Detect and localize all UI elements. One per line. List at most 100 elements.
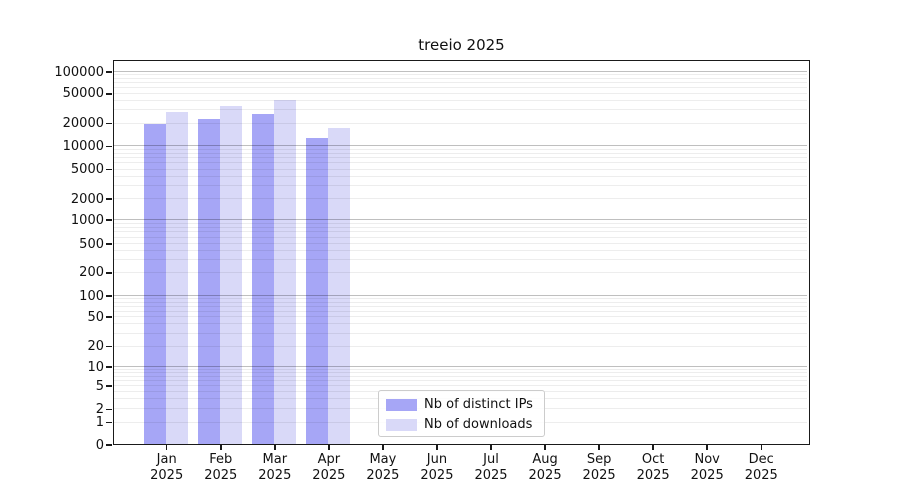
y-tick-mark [106, 366, 112, 368]
y-tick-mark [106, 272, 112, 274]
x-tick-mark [165, 445, 168, 450]
gridline-minor [112, 345, 807, 347]
gridline-minor [112, 92, 807, 94]
bar-nb-of-downloads-feb [220, 106, 243, 445]
x-tick-mark [436, 445, 438, 450]
plot-area [112, 59, 810, 445]
gridline-minor [112, 243, 807, 245]
gridline-minor [112, 298, 807, 300]
x-tick-label-may: May 2025 [366, 452, 400, 483]
y-tick-mark [106, 385, 112, 387]
gridline-major [112, 71, 807, 72]
bar-nb-of-downloads-mar [274, 99, 297, 445]
x-tick-label-jul: Jul 2025 [474, 452, 508, 483]
y-tick-label-1: 1 [95, 415, 104, 430]
x-tick-mark [490, 445, 492, 450]
x-tick-label-feb: Feb 2025 [204, 452, 238, 483]
x-tick-mark [652, 445, 654, 450]
y-tick-label-0: 0 [95, 437, 104, 453]
gridline-minor [112, 152, 807, 154]
gridline-minor [112, 372, 807, 374]
y-tick-label-100: 100 [79, 288, 104, 304]
gridline-minor [112, 100, 807, 102]
y-tick-mark [106, 168, 112, 171]
y-tick-label-20000: 20000 [62, 116, 104, 132]
bar-nb-of-distinct-ips-jan [144, 123, 167, 445]
y-tick-mark [106, 198, 112, 200]
y-tick-mark [106, 408, 112, 411]
gridline-major [112, 145, 807, 147]
y-tick-label-20: 20 [87, 339, 104, 354]
x-tick-label-aug: Aug 2025 [528, 452, 562, 483]
bars-layer [113, 59, 807, 445]
gridline-major [112, 219, 807, 220]
bar-nb-of-distinct-ips-apr [306, 138, 329, 445]
y-tick-mark [106, 444, 112, 446]
gridline-minor [112, 122, 807, 124]
y-tick-mark [106, 243, 112, 245]
plot-inner [112, 59, 807, 445]
y-tick-label-50: 50 [87, 309, 104, 325]
gridline-minor [112, 157, 807, 159]
y-tick-label-2000: 2000 [70, 191, 104, 207]
legend-row-downloads: Nb of downloads [386, 417, 536, 433]
grid-layer [112, 59, 807, 442]
bar-nb-of-downloads-jan [166, 111, 189, 445]
y-tick-mark [106, 316, 112, 318]
gridline-major [112, 295, 807, 296]
bar-nb-of-distinct-ips-feb [198, 119, 221, 445]
bar-nb-of-distinct-ips-mar [252, 113, 275, 445]
x-tick-mark [382, 445, 384, 450]
gridline-minor [112, 305, 807, 307]
chart-title: treeio 2025 [418, 36, 505, 54]
legend-swatch-distinct-ips [386, 399, 417, 411]
gridline-major [112, 366, 807, 368]
x-tick-mark [598, 445, 600, 450]
x-tick-mark [274, 445, 276, 450]
gridline-minor [112, 148, 807, 150]
x-tick-label-sep: Sep 2025 [582, 452, 616, 483]
y-tick-label-2: 2 [95, 401, 104, 417]
y-tick-label-10: 10 [87, 359, 104, 375]
gridline-minor [112, 236, 807, 238]
gridline-minor [112, 198, 807, 200]
y-tick-mark [106, 93, 112, 95]
gridline-minor [112, 78, 807, 80]
gridline-minor [112, 185, 807, 187]
gridline-minor [112, 109, 807, 111]
gridline-minor [112, 226, 807, 228]
gridline-minor [112, 271, 807, 273]
y-tick-mark [106, 145, 112, 148]
legend-swatch-downloads [386, 419, 417, 431]
legend: Nb of distinct IPs Nb of downloads [378, 389, 545, 437]
gridline-minor [112, 385, 807, 387]
y-tick-label-500: 500 [79, 236, 104, 252]
legend-label-distinct-ips: Nb of distinct IPs [424, 397, 533, 412]
x-tick-label-dec: Dec 2025 [744, 452, 778, 483]
gridline-minor [112, 316, 807, 318]
y-tick-mark [106, 295, 112, 297]
gridline-minor [112, 82, 807, 84]
gridline-minor [112, 380, 807, 382]
legend-label-downloads: Nb of downloads [424, 417, 533, 432]
x-tick-label-jun: Jun 2025 [420, 452, 454, 483]
x-tick-mark [544, 445, 546, 450]
y-tick-label-50000: 50000 [62, 86, 104, 102]
y-tick-label-200: 200 [79, 265, 104, 281]
gridline-minor [112, 175, 807, 177]
x-tick-label-apr: Apr 2025 [312, 452, 346, 483]
y-tick-label-5: 5 [95, 378, 104, 394]
gridline-minor [112, 259, 807, 261]
y-tick-mark [106, 122, 112, 125]
gridline-minor [112, 369, 807, 371]
bar-nb-of-downloads-apr [328, 127, 351, 445]
gridline-minor [112, 332, 807, 334]
legend-row-distinct-ips: Nb of distinct IPs [386, 397, 536, 413]
gridline-minor [112, 87, 807, 89]
x-tick-label-jan: Jan 2025 [150, 452, 184, 483]
gridline-minor [112, 301, 807, 303]
gridline-minor [112, 231, 807, 233]
gridline-minor [112, 375, 807, 377]
gridline-minor [112, 168, 807, 170]
